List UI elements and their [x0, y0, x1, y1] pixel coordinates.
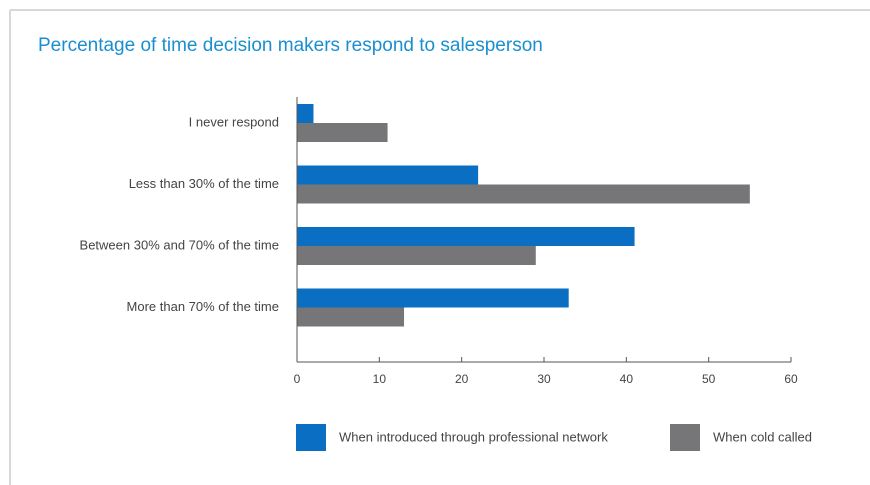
bar	[297, 123, 388, 142]
legend-label: When introduced through professional net…	[339, 429, 608, 444]
bar	[297, 307, 405, 327]
legend-swatch	[670, 424, 700, 451]
x-tick-label: 30	[537, 372, 551, 386]
x-tick-label: 60	[784, 372, 798, 386]
x-tick-label: 50	[702, 372, 716, 386]
legend-label: When cold called	[713, 429, 812, 444]
x-tick-label: 10	[373, 372, 387, 386]
x-tick-label: 40	[620, 372, 634, 386]
bar	[297, 288, 569, 308]
bar	[297, 165, 479, 185]
legend-swatch	[296, 424, 326, 451]
bar	[297, 184, 750, 204]
y-tick-label: I never respond	[189, 114, 279, 129]
y-tick-label: Between 30% and 70% of the time	[80, 237, 279, 252]
bar	[297, 104, 314, 123]
x-tick-label: 20	[455, 372, 469, 386]
bar	[297, 246, 536, 265]
chart-title: Percentage of time decision makers respo…	[38, 35, 543, 56]
bar	[297, 227, 635, 246]
y-tick-label: Less than 30% of the time	[129, 176, 279, 191]
y-tick-label: More than 70% of the time	[127, 299, 279, 314]
x-tick-label: 0	[294, 372, 301, 386]
